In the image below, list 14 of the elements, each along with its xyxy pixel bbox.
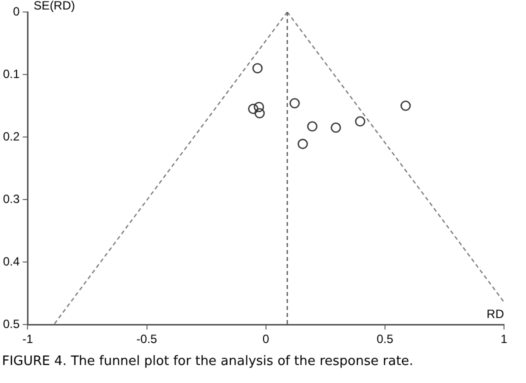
x-tick-label: 1: [500, 332, 508, 346]
x-tick-label: 0.5: [376, 332, 394, 346]
y-tick-label: 0: [12, 4, 20, 18]
y-tick-label: 0.2: [2, 129, 20, 144]
y-tick-label: 0.4: [2, 254, 20, 268]
y-axis-title: SE(RD): [34, 0, 76, 12]
x-tick-label: 0: [262, 332, 270, 346]
x-tick-label: -0.5: [136, 332, 158, 346]
x-axis-title: RD: [486, 306, 504, 321]
y-tick-label: 0.5: [2, 316, 20, 331]
y-tick-label: 0.3: [2, 192, 20, 206]
caption: FIGURE 4. The funnel plot for the analysis of the response rate.: [1, 353, 414, 369]
y-tick-label: 0.1: [2, 66, 20, 81]
x-tick-label: -1: [22, 332, 34, 346]
